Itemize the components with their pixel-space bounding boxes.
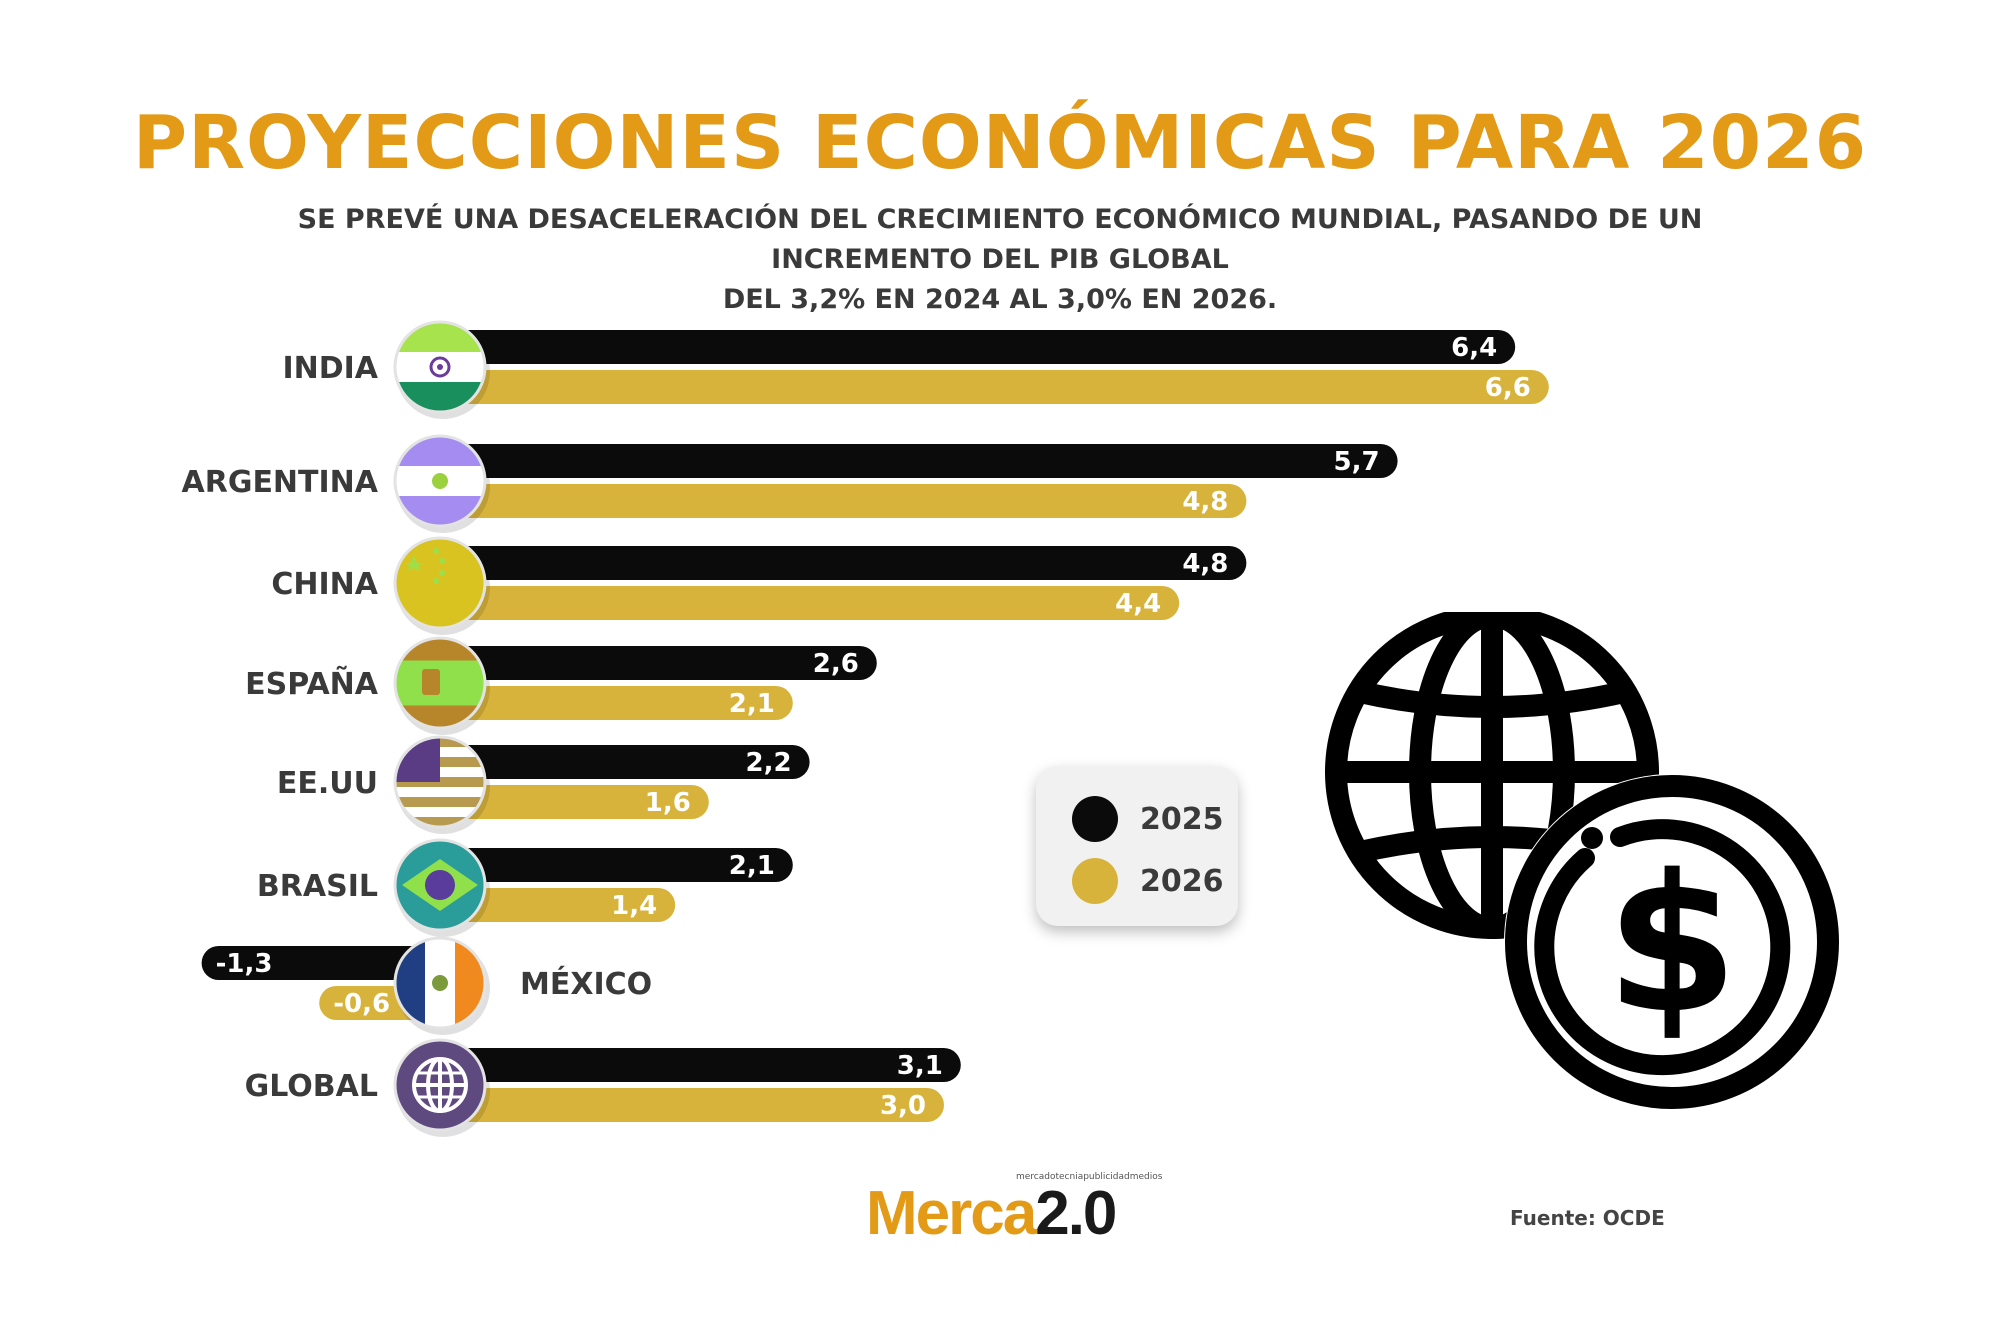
bar-global-2026 — [440, 1088, 944, 1122]
data-label-global-2026: 3,0 — [880, 1091, 926, 1121]
legend-swatch-2026 — [1072, 858, 1118, 904]
legend: 2025 2026 — [1036, 766, 1238, 926]
bar-india-2026 — [440, 370, 1549, 404]
bar-global-2025 — [440, 1048, 961, 1082]
data-label-usa-2026: 1,6 — [645, 788, 691, 818]
data-label-mexico-2025: -1,3 — [216, 949, 273, 979]
category-label-global: GLOBAL — [245, 1069, 378, 1104]
legend-item-2026: 2026 — [1072, 858, 1224, 904]
spain-flag-rim — [393, 636, 487, 730]
bar-india-2025 — [440, 330, 1516, 364]
bar-spain-2026 — [440, 686, 793, 720]
subtitle-line-2: DEL 3,2% EN 2024 AL 3,0% EN 2026. — [722, 284, 1278, 315]
brazil-flag-icon — [395, 840, 485, 930]
category-label-brazil: BRASIL — [257, 869, 378, 904]
source-note: Fuente: OCDE — [1510, 1206, 1665, 1230]
bar-brazil-2025 — [440, 848, 793, 882]
subtitle-line-1: SE PREVÉ UNA DESACELERACIÓN DEL CRECIMIE… — [297, 204, 1703, 275]
logo-wordmark: Merca2.0 — [866, 1178, 1117, 1249]
bar-mexico-2025 — [201, 946, 440, 980]
data-label-brazil-2025: 2,1 — [729, 851, 775, 881]
logo-tagline: mercadotecniapublicidadmedios — [1016, 1172, 1163, 1182]
category-label-india: INDIA — [282, 351, 378, 386]
category-label-usa: EE.UU — [277, 766, 378, 801]
argentina-flag-rim — [393, 434, 487, 528]
brazil-flag-rim — [393, 838, 487, 932]
globe-rim — [393, 1038, 487, 1132]
bar-argentina-2025 — [440, 444, 1398, 478]
logo-name-part1: Merca — [866, 1179, 1037, 1248]
india-flag-rim — [393, 320, 487, 414]
bar-spain-2025 — [440, 646, 877, 680]
subtitle: SE PREVÉ UNA DESACELERACIÓN DEL CRECIMIE… — [200, 200, 1800, 320]
category-label-spain: ESPAÑA — [245, 665, 379, 702]
globe-dollar-icon: $ — [1325, 612, 1840, 1110]
legend-swatch-2025 — [1072, 796, 1118, 842]
bar-china-2025 — [440, 546, 1247, 580]
data-label-india-2025: 6,4 — [1451, 333, 1497, 363]
data-label-india-2026: 6,6 — [1485, 373, 1531, 403]
data-label-china-2026: 4,4 — [1115, 589, 1161, 619]
category-label-argentina: ARGENTINA — [182, 465, 379, 500]
usa-flag-icon — [395, 737, 485, 827]
data-label-global-2025: 3,1 — [897, 1051, 943, 1081]
bar-china-2026 — [440, 586, 1180, 620]
svg-text:$: $ — [1606, 834, 1738, 1055]
merca-logo: mercadotecniapublicidadmedios Merca2.0 — [866, 1172, 1166, 1248]
category-label-mexico: MÉXICO — [520, 966, 652, 1002]
data-label-china-2025: 4,8 — [1182, 549, 1228, 579]
china-flag-icon — [395, 538, 485, 628]
bar-brazil-2026 — [440, 888, 676, 922]
mexico-flag-rim — [393, 936, 487, 1030]
globe-icon — [395, 1040, 485, 1130]
data-label-argentina-2025: 5,7 — [1334, 447, 1380, 477]
legend-label-2025: 2025 — [1140, 801, 1224, 837]
bar-usa-2025 — [440, 745, 810, 779]
legend-item-2025: 2025 — [1072, 796, 1224, 842]
logo-name-part2: 2.0 — [1035, 1179, 1117, 1248]
china-flag-rim — [393, 536, 487, 630]
data-label-usa-2025: 2,2 — [746, 748, 792, 778]
data-label-spain-2025: 2,6 — [813, 649, 859, 679]
data-label-brazil-2026: 1,4 — [611, 891, 657, 921]
category-label-china: CHINA — [271, 567, 378, 602]
data-label-spain-2026: 2,1 — [729, 689, 775, 719]
usa-flag-rim — [393, 735, 487, 829]
spain-flag-icon — [395, 638, 485, 728]
legend-label-2026: 2026 — [1140, 863, 1224, 899]
data-label-mexico-2026: -0,6 — [333, 989, 390, 1019]
page-title: PROYECCIONES ECONÓMICAS PARA 2026 — [132, 100, 1868, 186]
bar-argentina-2026 — [440, 484, 1247, 518]
data-label-argentina-2026: 4,8 — [1182, 487, 1228, 517]
bar-usa-2026 — [440, 785, 709, 819]
